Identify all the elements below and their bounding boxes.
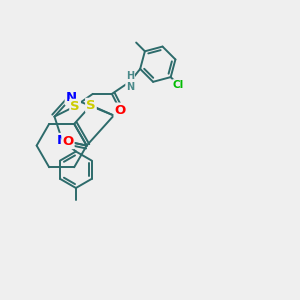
Text: N: N: [57, 134, 68, 147]
Text: H
N: H N: [126, 71, 134, 92]
Text: Cl: Cl: [173, 80, 184, 90]
Text: N: N: [66, 92, 77, 104]
Text: S: S: [70, 100, 80, 113]
Text: O: O: [115, 103, 126, 117]
Text: S: S: [86, 99, 96, 112]
Text: O: O: [62, 135, 74, 148]
